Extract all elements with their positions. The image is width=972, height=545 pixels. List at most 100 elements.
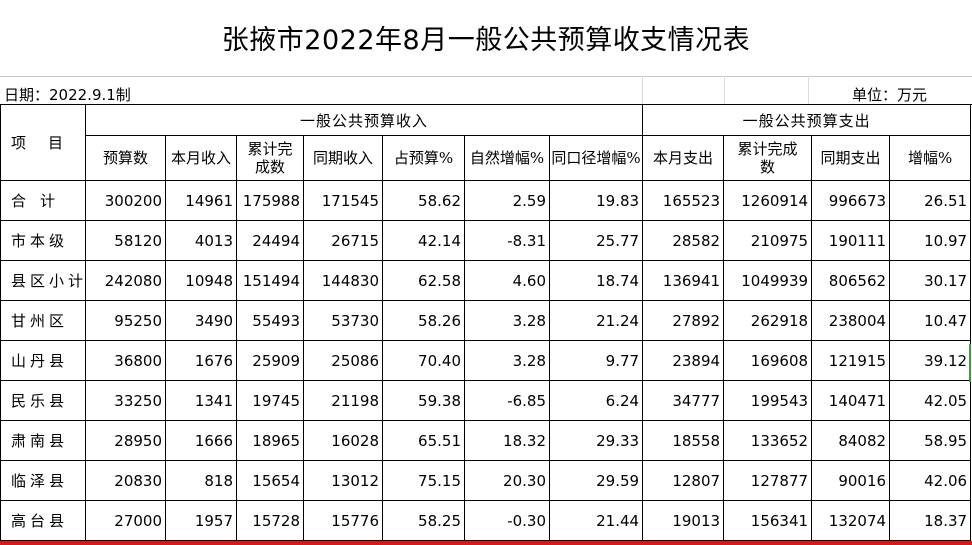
table-cell: 23894 [642, 340, 725, 381]
table-cell: 9.77 [548, 340, 644, 381]
meta-row: 日期：2022.9.1制 单位：万元 [0, 76, 972, 105]
table-cell: 10.97 [889, 220, 972, 261]
table-cell: 169608 [723, 340, 813, 381]
grid-line [724, 76, 725, 104]
table-cell: 4.60 [464, 260, 550, 301]
table-cell: 4013 [165, 220, 237, 261]
bottom-border [0, 541, 972, 545]
table-cell: 818 [165, 460, 237, 501]
column-header: 占预算% [382, 135, 465, 181]
scroll-marker [969, 344, 971, 382]
row-label: 肃南县 [0, 420, 86, 461]
row-label: 山丹县 [0, 340, 86, 381]
table-cell: 165523 [642, 180, 725, 221]
table-cell: 151494 [236, 260, 304, 301]
table-cell: 21.44 [548, 500, 644, 541]
row-label: 合计 [0, 180, 86, 221]
table-cell: 26715 [303, 220, 383, 261]
table-cell: 25086 [303, 340, 383, 381]
table-cell: 18558 [642, 420, 725, 461]
table-cell: 58120 [85, 220, 166, 261]
table-cell: 75.15 [382, 460, 465, 501]
table-cell: 42.05 [889, 380, 972, 421]
table-cell: 1666 [165, 420, 237, 461]
table-cell: 42.14 [382, 220, 465, 261]
table-cell: 806562 [811, 260, 891, 301]
table-cell: 19745 [236, 380, 304, 421]
table-cell: 13012 [303, 460, 383, 501]
table-cell: 18.74 [548, 260, 644, 301]
unit-label: 单位：万元 [852, 86, 928, 104]
table-cell: 27000 [85, 500, 166, 541]
column-header: 同期支出 [811, 135, 891, 181]
table-cell: 20.30 [464, 460, 550, 501]
row-label: 县区小计 [0, 260, 86, 301]
column-header: 同期收入 [303, 135, 383, 181]
table-cell: 58.26 [382, 300, 465, 341]
table-cell: 24494 [236, 220, 304, 261]
table-cell: 12807 [642, 460, 725, 501]
table-cell: 210975 [723, 220, 813, 261]
row-label: 高台县 [0, 500, 86, 541]
table-row: 肃南县 28950 1666 18965 16028 65.51 18.32 29.33 185… [0, 420, 972, 461]
table-cell: 42.06 [889, 460, 972, 501]
table-cell: 58.62 [382, 180, 465, 221]
table-cell: 26.51 [889, 180, 972, 221]
table-cell: 144830 [303, 260, 383, 301]
table-row: 民乐县 33250 1341 19745 21198 59.38 -6.85 6.24 3477… [0, 380, 972, 421]
table-cell: 28950 [85, 420, 166, 461]
table-cell: 21.24 [548, 300, 644, 341]
table-cell: 238004 [811, 300, 891, 341]
table-cell: 1260914 [723, 180, 813, 221]
table-cell: 15776 [303, 500, 383, 541]
table-cell: -8.31 [464, 220, 550, 261]
table-cell: 996673 [811, 180, 891, 221]
table-cell: 199543 [723, 380, 813, 421]
column-header: 本月支出 [642, 135, 725, 181]
table-cell: 34777 [642, 380, 725, 421]
item-header: 项目 [0, 104, 86, 181]
table-cell: 25909 [236, 340, 304, 381]
table-cell: 27892 [642, 300, 725, 341]
table-cell: 84082 [811, 420, 891, 461]
column-header: 自然增幅% [464, 135, 550, 181]
row-label: 民乐县 [0, 380, 86, 421]
column-header: 预算数 [85, 135, 166, 181]
table-cell: 95250 [85, 300, 166, 341]
table-cell: 16028 [303, 420, 383, 461]
table-cell: 15728 [236, 500, 304, 541]
budget-table: 项目 一般公共预算收入 一般公共预算支出 预算数 本月收入 累计完成数 同期收入 占预算… [0, 104, 972, 541]
table-cell: 242080 [85, 260, 166, 301]
table-row: 甘州区 95250 3490 55493 53730 58.26 3.28 21.24 2789… [0, 300, 972, 341]
table-cell: 90016 [811, 460, 891, 501]
table-cell: 62.58 [382, 260, 465, 301]
table-cell: 29.59 [548, 460, 644, 501]
table-cell: 33250 [85, 380, 166, 421]
table-cell: 18965 [236, 420, 304, 461]
table-cell: 30.17 [889, 260, 972, 301]
table-cell: 262918 [723, 300, 813, 341]
table-row: 临泽县 20830 818 15654 13012 75.15 20.30 29.59 1280… [0, 460, 972, 501]
column-header: 累计完成数 [723, 135, 813, 181]
table-cell: 55493 [236, 300, 304, 341]
table-cell: 1676 [165, 340, 237, 381]
table-cell: 136941 [642, 260, 725, 301]
grid-line [642, 76, 643, 104]
table-cell: 10.47 [889, 300, 972, 341]
table-cell: 156341 [723, 500, 813, 541]
table-cell: 1049939 [723, 260, 813, 301]
table-cell: 3.28 [464, 340, 550, 381]
grid-line [808, 76, 809, 104]
table-cell: 53730 [303, 300, 383, 341]
table-cell: 18.32 [464, 420, 550, 461]
expense-group-header: 一般公共预算支出 [642, 104, 972, 136]
date-label: 日期：2022.9.1制 [4, 86, 131, 104]
table-cell: 121915 [811, 340, 891, 381]
table-cell: 21198 [303, 380, 383, 421]
table-body: 合计 300200 14961 175988 171545 58.62 2.59 19.83 1… [0, 180, 972, 541]
title-row: 张掖市2022年8月一般公共预算收支情况表 [0, 0, 972, 77]
table-cell: 58.25 [382, 500, 465, 541]
column-header: 同口径增幅% [548, 135, 644, 181]
table-cell: 36800 [85, 340, 166, 381]
